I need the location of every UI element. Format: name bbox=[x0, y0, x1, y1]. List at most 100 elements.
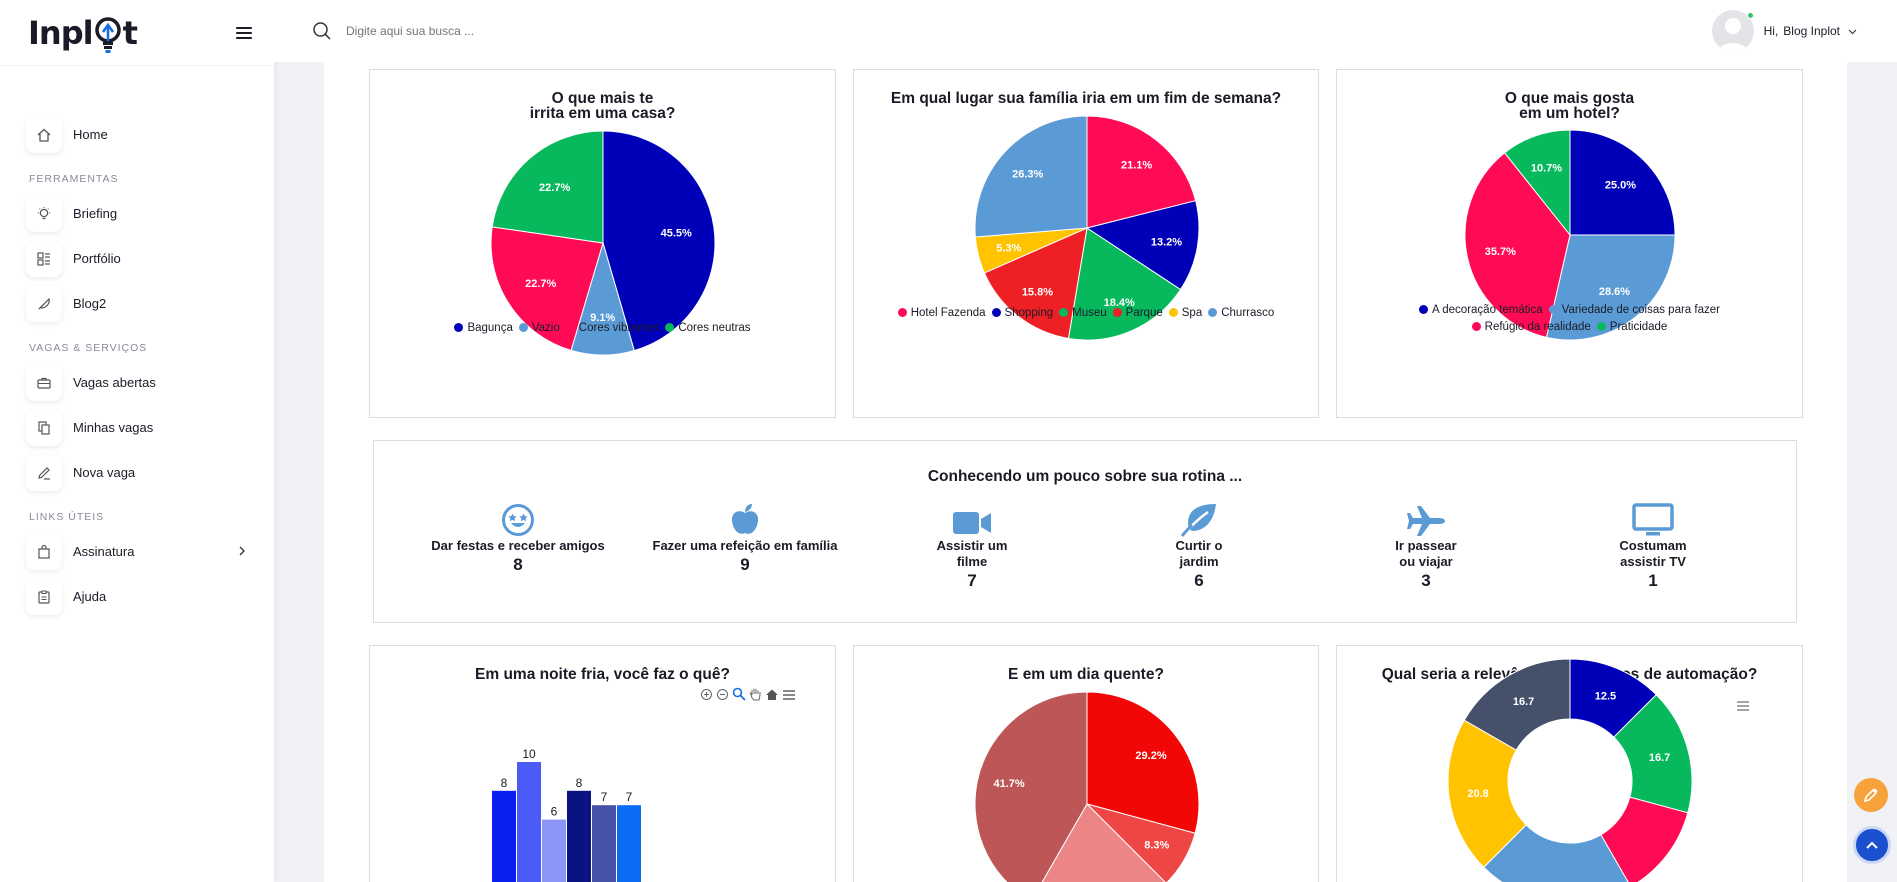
routine-value: 7 bbox=[967, 571, 977, 590]
chart-card-hot-day: E em um dia quente? 29.2% 8.3% 41.7% bbox=[853, 645, 1319, 882]
leaf-icon bbox=[1099, 501, 1299, 537]
slice-label: 10.7% bbox=[1531, 163, 1562, 175]
slice-label: 41.7% bbox=[993, 778, 1024, 790]
search-icon[interactable] bbox=[312, 21, 332, 41]
legend-item[interactable]: Refúgio da realidade bbox=[1471, 319, 1591, 336]
legend-item[interactable]: Praticidade bbox=[1596, 319, 1667, 336]
pie-slice[interactable] bbox=[1503, 129, 1571, 237]
sidebar-item-subscription[interactable]: Assinatura bbox=[0, 529, 274, 574]
lightbulb-outline-icon bbox=[26, 195, 62, 232]
edit-fab-button[interactable] bbox=[1854, 778, 1888, 812]
magnifier-zoom-icon[interactable] bbox=[732, 687, 746, 706]
legend-swatch bbox=[1112, 308, 1122, 317]
legend-swatch bbox=[1208, 308, 1218, 317]
pie-slice[interactable] bbox=[490, 226, 604, 351]
legend-item[interactable]: Variedade de coisas para fazer bbox=[1548, 302, 1720, 319]
pie-slice[interactable] bbox=[1086, 691, 1200, 834]
pie-slice[interactable] bbox=[1085, 803, 1196, 882]
sidebar-item-blog2[interactable]: Blog2 bbox=[0, 281, 274, 326]
sidebar-item-label: Vagas abertas bbox=[73, 375, 156, 390]
sidebar-item-briefing[interactable]: Briefing bbox=[0, 191, 274, 236]
sidebar-item-help[interactable]: Ajuda bbox=[0, 574, 274, 619]
zoom-out-icon[interactable] bbox=[716, 688, 729, 706]
menu-toggle-icon[interactable] bbox=[236, 26, 252, 39]
slice-label: 18.4% bbox=[1104, 297, 1135, 309]
bar-value-label: 7 bbox=[626, 790, 633, 804]
pie-slice[interactable] bbox=[1483, 824, 1631, 882]
bar[interactable] bbox=[617, 805, 641, 882]
chart-card-irritation: O que mais te irrita em uma casa? 45.5% 9… bbox=[369, 69, 836, 418]
routine-label: ou viajar bbox=[1399, 554, 1453, 569]
chart-title-line: O que mais gosta bbox=[1504, 90, 1635, 107]
logo-text-left: Inpl bbox=[28, 13, 94, 52]
pie-slice[interactable] bbox=[1464, 152, 1571, 338]
logo[interactable]: Inpl t bbox=[28, 13, 138, 53]
chart-legend: A decoração temática Variedade de coisas … bbox=[1337, 302, 1802, 336]
slice-label: 28.6% bbox=[1599, 286, 1630, 298]
legend-item[interactable]: Cores vibrantes bbox=[565, 320, 659, 337]
slice-label: 29.2% bbox=[1135, 750, 1166, 762]
routine-value: 3 bbox=[1421, 571, 1431, 590]
sidebar-item-portfolio[interactable]: Portfólio bbox=[0, 236, 274, 281]
shopping-bag-icon bbox=[26, 533, 62, 570]
sidebar-item-label: Ajuda bbox=[73, 589, 107, 604]
pie-slice[interactable] bbox=[1067, 227, 1182, 341]
apple-icon bbox=[645, 501, 845, 537]
pie-slice[interactable] bbox=[1031, 803, 1166, 882]
legend-item[interactable]: Hotel Fazenda bbox=[897, 305, 986, 322]
legend-label: Museu bbox=[1072, 307, 1107, 319]
routine-label: jardim bbox=[1179, 554, 1219, 569]
legend-item[interactable]: Museu bbox=[1059, 305, 1107, 322]
zoom-in-icon[interactable] bbox=[700, 688, 713, 706]
legend-item[interactable]: Churrasco bbox=[1208, 305, 1274, 322]
bar[interactable] bbox=[517, 762, 541, 882]
chart-menu-icon[interactable] bbox=[782, 688, 796, 706]
pie-slice[interactable] bbox=[1569, 129, 1676, 236]
legend-item[interactable]: Shopping bbox=[991, 305, 1054, 322]
pie-slice[interactable] bbox=[491, 130, 604, 244]
legend-item[interactable]: A decoração temática bbox=[1419, 302, 1543, 319]
pie-slice[interactable] bbox=[1600, 796, 1689, 882]
legend-label: Bagunça bbox=[467, 322, 513, 334]
pie-slice[interactable] bbox=[974, 691, 1088, 882]
reset-home-icon[interactable] bbox=[765, 688, 779, 706]
search-input[interactable] bbox=[346, 24, 746, 38]
legend-label: Shopping bbox=[1004, 307, 1054, 319]
pie-slice[interactable] bbox=[1447, 719, 1527, 868]
bar[interactable] bbox=[592, 805, 616, 882]
bar-value-label: 7 bbox=[601, 790, 608, 804]
sidebar-item-open-jobs[interactable]: Vagas abertas bbox=[0, 360, 274, 405]
sidebar-section-links: LINKS ÚTEIS bbox=[29, 511, 105, 523]
legend-swatch bbox=[665, 323, 675, 332]
legend-swatch bbox=[991, 308, 1001, 317]
pie-slice[interactable] bbox=[974, 115, 1088, 238]
bar[interactable] bbox=[542, 819, 566, 882]
bar[interactable] bbox=[567, 790, 591, 882]
sidebar-item-my-jobs[interactable]: Minhas vagas bbox=[0, 405, 274, 450]
pie-slice[interactable] bbox=[1085, 200, 1200, 291]
sidebar-item-new-job[interactable]: Nova vaga bbox=[0, 450, 274, 495]
chart-legend: Hotel Fazenda Shopping Museu Parque Spa Churr… bbox=[854, 305, 1318, 322]
pie-slice[interactable] bbox=[1463, 658, 1571, 751]
legend-item[interactable]: Cores neutras bbox=[665, 320, 751, 337]
scroll-top-button[interactable] bbox=[1853, 826, 1891, 864]
legend-item[interactable]: Vazio bbox=[518, 320, 560, 337]
routine-label: Costumam bbox=[1619, 538, 1687, 553]
pan-hand-icon[interactable] bbox=[749, 687, 762, 706]
legend-item[interactable]: Bagunça bbox=[454, 320, 513, 337]
bar[interactable] bbox=[492, 790, 516, 882]
user-menu[interactable]: Hi, Blog Inplot bbox=[1711, 10, 1857, 52]
pie-chart-hot-day: 29.2% 8.3% 41.7% bbox=[974, 691, 1200, 882]
legend-item[interactable]: Spa bbox=[1168, 305, 1202, 322]
pie-slice[interactable] bbox=[602, 130, 716, 352]
pie-slice[interactable] bbox=[1086, 115, 1197, 229]
legend-item[interactable]: Parque bbox=[1112, 305, 1163, 322]
star-eyes-face-icon bbox=[418, 501, 618, 537]
legend-swatch bbox=[897, 308, 907, 317]
sidebar-header: Inpl t bbox=[0, 0, 274, 66]
pie-slice[interactable] bbox=[1545, 234, 1676, 341]
slice-label: 8.3% bbox=[1144, 839, 1169, 851]
sidebar-item-home[interactable]: Home bbox=[0, 112, 274, 157]
routine-value: 8 bbox=[513, 555, 523, 574]
chart-menu-icon[interactable] bbox=[1736, 699, 1750, 717]
